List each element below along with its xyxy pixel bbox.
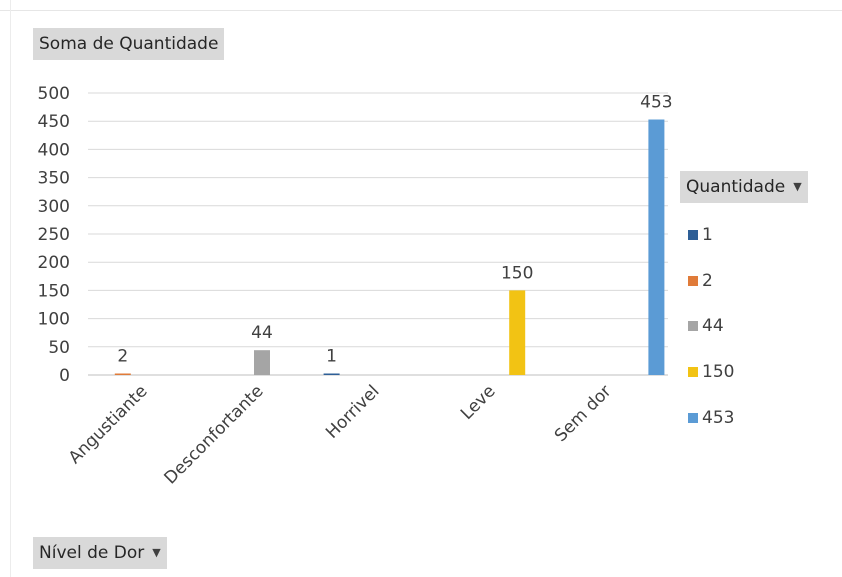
legend-swatch — [688, 229, 698, 240]
y-tick-label: 400 — [38, 140, 70, 160]
y-tick-label: 250 — [38, 225, 70, 245]
bar — [509, 290, 526, 375]
y-tick-label: 150 — [38, 281, 70, 301]
chart-legend: 1 2 44 150 453 — [688, 212, 734, 440]
data-label: 44 — [251, 323, 273, 343]
sheet-gridline-left — [10, 0, 11, 577]
sheet-gridline-top — [0, 10, 842, 11]
legend-item: 44 — [688, 303, 734, 349]
x-category-label: Sem dor — [551, 381, 616, 446]
x-category-label: Leve — [457, 381, 500, 424]
x-category-label: Angustiante — [65, 381, 152, 468]
legend-swatch — [688, 412, 698, 423]
legend-swatch — [688, 321, 698, 332]
legend-field-button[interactable]: Quantidade ▼ — [680, 171, 808, 203]
legend-label: 1 — [702, 224, 713, 245]
legend-item: 453 — [688, 395, 734, 441]
legend-label: 2 — [702, 270, 713, 291]
y-tick-label: 300 — [38, 197, 70, 217]
y-tick-label: 0 — [59, 366, 70, 386]
legend-field-label: Quantidade — [686, 177, 786, 197]
data-label: 1 — [326, 347, 337, 367]
y-tick-label: 50 — [48, 338, 70, 358]
y-tick-label: 350 — [38, 169, 70, 189]
x-category-label: Horrivel — [322, 381, 383, 442]
legend-label: 453 — [702, 407, 735, 428]
x-category-label: Desconfortante — [161, 381, 268, 488]
legend-swatch — [688, 366, 698, 377]
bar — [648, 119, 665, 376]
y-tick-label: 200 — [38, 253, 70, 273]
data-label: 150 — [501, 263, 533, 283]
y-tick-label: 100 — [38, 310, 70, 330]
axis-field-label: Nível de Dor — [39, 543, 145, 563]
dropdown-arrow-icon: ▼ — [152, 546, 161, 559]
legend-item: 2 — [688, 258, 734, 304]
legend-swatch — [688, 275, 698, 286]
legend-item: 150 — [688, 349, 734, 395]
dropdown-arrow-icon: ▼ — [793, 180, 802, 193]
data-label: 453 — [640, 93, 672, 113]
bar — [114, 373, 131, 375]
axis-field-button[interactable]: Nível de Dor ▼ — [33, 537, 167, 569]
legend-item: 1 — [688, 212, 734, 258]
values-field-label: Soma de Quantidade — [39, 34, 219, 54]
legend-label: 44 — [702, 316, 724, 337]
data-label: 2 — [117, 347, 128, 367]
y-tick-label: 450 — [38, 112, 70, 132]
bar — [254, 350, 270, 375]
y-tick-label: 500 — [38, 84, 70, 104]
bar — [323, 373, 340, 375]
legend-label: 150 — [702, 361, 735, 382]
values-field-button[interactable]: Soma de Quantidade — [33, 28, 225, 60]
